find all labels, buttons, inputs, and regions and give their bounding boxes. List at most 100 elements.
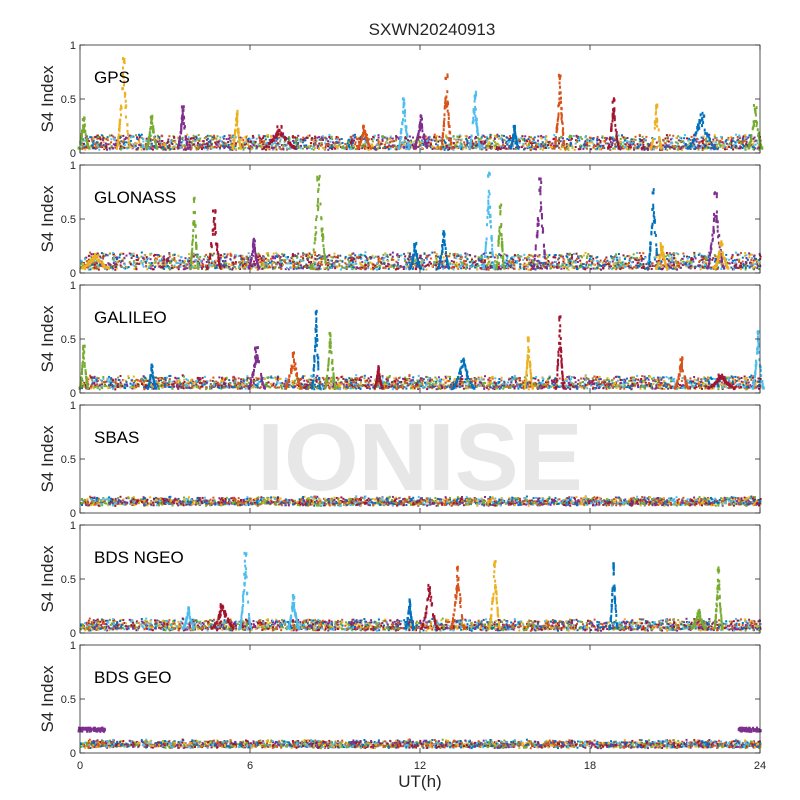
data-point	[534, 141, 537, 144]
data-point	[505, 140, 508, 143]
data-point	[693, 147, 696, 150]
data-point	[140, 145, 143, 148]
data-point	[342, 145, 345, 148]
spike-point	[117, 141, 119, 145]
data-point	[694, 146, 697, 149]
data-point	[123, 146, 126, 149]
data-point	[624, 143, 627, 146]
data-point	[596, 262, 599, 265]
data-point	[699, 145, 701, 148]
spike-point	[706, 134, 709, 138]
data-point	[386, 145, 389, 148]
spike-point	[181, 114, 184, 118]
data-point	[264, 138, 267, 141]
data-point	[330, 144, 333, 147]
spike-point	[419, 126, 422, 130]
data-point	[522, 143, 525, 145]
data-point	[125, 141, 128, 144]
data-point	[700, 136, 703, 139]
data-point	[348, 265, 351, 268]
data-point	[549, 146, 552, 148]
data-point	[484, 146, 487, 149]
data-point	[708, 136, 711, 139]
data-point	[486, 257, 489, 260]
data-point	[424, 135, 427, 138]
data-point	[390, 140, 393, 143]
data-point	[619, 148, 622, 151]
data-point	[486, 139, 489, 141]
spike-point	[147, 139, 150, 143]
data-point	[526, 144, 528, 147]
data-point	[107, 262, 110, 265]
data-point	[344, 255, 347, 258]
data-point	[364, 144, 367, 147]
data-point	[321, 146, 324, 149]
data-point	[324, 139, 327, 142]
data-point	[375, 139, 378, 142]
data-point	[340, 142, 342, 145]
data-point	[316, 136, 319, 139]
data-point	[644, 138, 647, 141]
data-point	[701, 146, 704, 149]
data-point	[745, 136, 748, 139]
data-point	[551, 147, 554, 150]
data-point	[539, 148, 542, 150]
data-point	[84, 136, 87, 139]
data-point	[387, 260, 389, 263]
spike-point	[421, 129, 424, 133]
data-point	[448, 146, 451, 149]
data-point	[321, 137, 324, 140]
data-point	[527, 142, 530, 145]
data-point	[390, 145, 393, 148]
data-point	[736, 145, 739, 148]
spike-point	[403, 102, 406, 106]
data-point	[80, 142, 83, 144]
data-point	[498, 144, 501, 147]
data-point	[371, 140, 374, 143]
data-point	[748, 134, 751, 137]
data-point	[303, 137, 306, 140]
data-point	[164, 143, 167, 146]
spike-point	[233, 133, 236, 137]
y-tick-label: 0	[70, 148, 76, 160]
data-point	[664, 137, 667, 140]
data-point	[205, 135, 208, 138]
data-point	[255, 146, 258, 149]
spike-point	[404, 119, 407, 123]
data-point	[669, 147, 671, 150]
data-point	[157, 136, 160, 139]
data-point	[259, 142, 262, 145]
data-point	[361, 147, 364, 150]
data-point	[575, 252, 578, 255]
data-point	[550, 144, 552, 147]
data-point	[613, 147, 616, 150]
data-point	[527, 268, 530, 271]
data-point	[355, 137, 358, 140]
data-point	[622, 136, 625, 139]
data-point	[748, 256, 751, 259]
spike-point	[280, 133, 282, 137]
data-point	[745, 141, 748, 143]
spike-point	[117, 137, 120, 141]
data-point	[349, 254, 352, 257]
data-point	[485, 148, 488, 151]
data-point	[241, 255, 244, 258]
data-point	[569, 143, 572, 146]
data-point	[141, 263, 144, 266]
data-point	[655, 147, 658, 150]
data-point	[752, 137, 755, 140]
data-point	[630, 142, 633, 145]
data-point	[554, 256, 557, 259]
spike-point	[151, 117, 153, 121]
data-point	[717, 146, 720, 149]
data-point	[375, 148, 378, 151]
spike-point	[560, 107, 563, 111]
data-point	[489, 142, 492, 145]
data-point	[739, 136, 742, 139]
data-point	[364, 259, 367, 262]
data-point	[636, 143, 639, 146]
data-point	[729, 142, 731, 145]
data-point	[500, 146, 503, 149]
data-point	[140, 136, 143, 139]
data-point	[697, 141, 700, 143]
